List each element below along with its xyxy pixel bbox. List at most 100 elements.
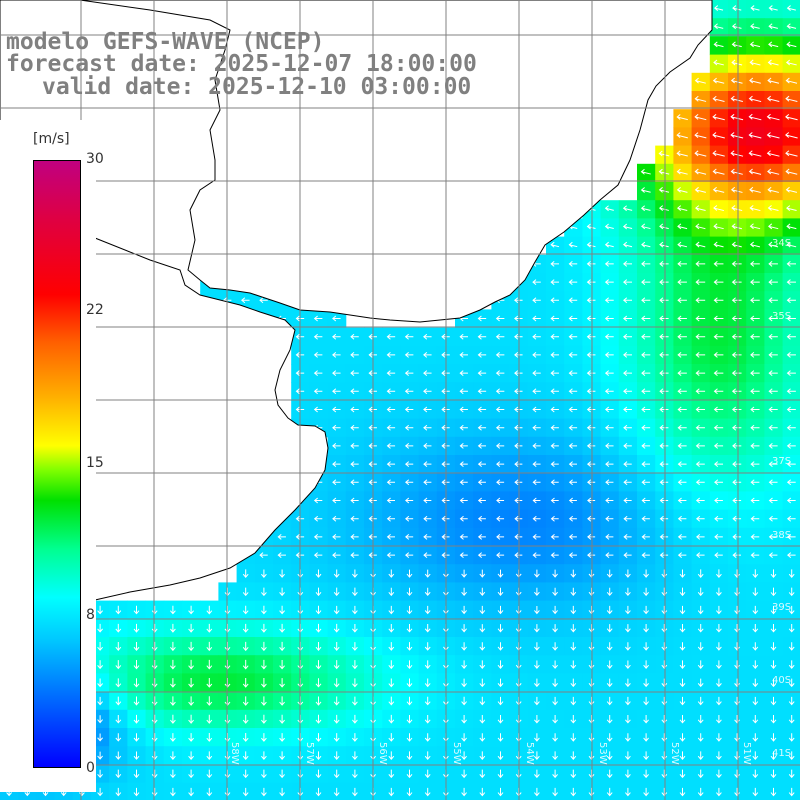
- wind-arrow: [97, 733, 103, 742]
- wind-arrow: [731, 261, 742, 267]
- wind-arrow: [315, 751, 322, 760]
- wind-arrow: [388, 587, 395, 597]
- wind-arrow: [277, 534, 286, 540]
- wind-arrow: [697, 787, 704, 797]
- wind-arrow: [752, 696, 759, 706]
- wind-arrow: [497, 769, 504, 779]
- wind-arrow: [713, 315, 724, 322]
- wind-arrow: [315, 769, 322, 779]
- wind-arrow: [315, 587, 322, 597]
- wind-arrow: [604, 223, 614, 230]
- wind-arrow: [768, 552, 778, 558]
- wind-arrow: [479, 660, 486, 669]
- wind-arrow: [423, 406, 432, 413]
- wind-arrow: [713, 205, 725, 212]
- wind-arrow: [785, 132, 798, 139]
- wind-arrow: [659, 223, 669, 230]
- wind-arrow: [279, 769, 285, 779]
- wind-arrow: [676, 150, 688, 157]
- wind-arrow: [406, 569, 413, 578]
- wind-arrow: [206, 751, 213, 761]
- wind-arrow: [333, 787, 340, 797]
- wind-arrow: [786, 23, 797, 30]
- wind-arrow: [170, 605, 176, 615]
- wind-arrow: [695, 406, 706, 413]
- wind-arrow: [677, 352, 687, 358]
- wind-arrow: [333, 642, 340, 651]
- wind-arrow: [550, 515, 559, 522]
- wind-arrow: [676, 114, 688, 121]
- wind-arrow: [497, 605, 504, 615]
- wind-arrow: [279, 659, 285, 670]
- wind-arrow: [641, 497, 650, 504]
- wind-arrow: [570, 769, 577, 779]
- wind-arrow: [661, 605, 668, 615]
- wind-arrow: [388, 569, 395, 578]
- wind-arrow: [388, 714, 395, 724]
- wind-arrow: [532, 424, 541, 431]
- wind-arrow: [424, 769, 431, 779]
- wind-arrow: [352, 660, 358, 670]
- wind-arrow: [261, 587, 267, 597]
- wind-arrow: [661, 751, 668, 760]
- wind-arrow: [461, 624, 467, 633]
- wind-arrow: [170, 733, 176, 742]
- wind-arrow: [242, 659, 249, 670]
- wind-arrow: [712, 132, 725, 139]
- wind-arrow: [459, 333, 468, 340]
- lon-label: 55W: [451, 742, 462, 765]
- wind-arrow: [315, 605, 322, 615]
- wind-arrow: [677, 479, 687, 486]
- wind-arrow: [332, 552, 341, 558]
- wind-arrow: [623, 534, 632, 540]
- wind-arrow: [495, 352, 505, 358]
- wind-arrow: [313, 534, 323, 540]
- wind-arrow: [352, 569, 358, 578]
- lon-label: 54W: [524, 742, 535, 765]
- wind-arrow: [552, 587, 558, 596]
- wind-arrow: [643, 769, 649, 779]
- wind-arrow: [786, 261, 797, 267]
- wind-arrow: [697, 569, 704, 578]
- wind-arrow: [732, 552, 742, 558]
- wind-arrow: [423, 552, 432, 558]
- lon-label: 51W: [741, 742, 752, 765]
- wind-arrow: [568, 315, 578, 322]
- wind-arrow: [552, 678, 558, 688]
- wind-arrow: [788, 696, 795, 706]
- wind-arrow: [716, 678, 722, 688]
- wind-arrow: [188, 641, 194, 652]
- wind-arrow: [659, 388, 669, 395]
- wind-arrow: [697, 696, 704, 706]
- wind-arrow: [659, 241, 669, 248]
- wind-arrow: [677, 370, 687, 376]
- wind-arrow: [659, 479, 669, 486]
- wind-arrow: [679, 642, 686, 651]
- wind-arrow: [115, 769, 122, 779]
- wind-arrow: [350, 388, 359, 395]
- wind-arrow: [568, 241, 578, 248]
- wind-arrow: [641, 479, 650, 486]
- wind-arrow: [752, 569, 759, 578]
- wind-arrow: [423, 333, 432, 340]
- wind-arrow: [768, 352, 778, 358]
- wind-arrow: [734, 624, 740, 633]
- wind-arrow: [496, 552, 505, 558]
- wind-arrow: [770, 624, 777, 633]
- wind-arrow: [423, 388, 432, 395]
- lon-label: 53W: [597, 742, 608, 765]
- wind-arrow: [350, 534, 359, 540]
- wind-arrow: [534, 769, 540, 779]
- wind-arrow: [461, 751, 467, 760]
- wind-arrow: [641, 443, 651, 449]
- wind-arrow: [424, 605, 431, 615]
- wind-arrow: [532, 406, 541, 413]
- wind-arrow: [659, 515, 669, 522]
- wind-arrow: [151, 733, 158, 742]
- wind-arrow: [695, 205, 706, 212]
- wind-arrow: [532, 443, 541, 449]
- wind-arrow: [734, 660, 740, 669]
- wind-arrow: [770, 733, 777, 742]
- lon-label: 52W: [669, 742, 680, 765]
- wind-arrow: [697, 587, 704, 597]
